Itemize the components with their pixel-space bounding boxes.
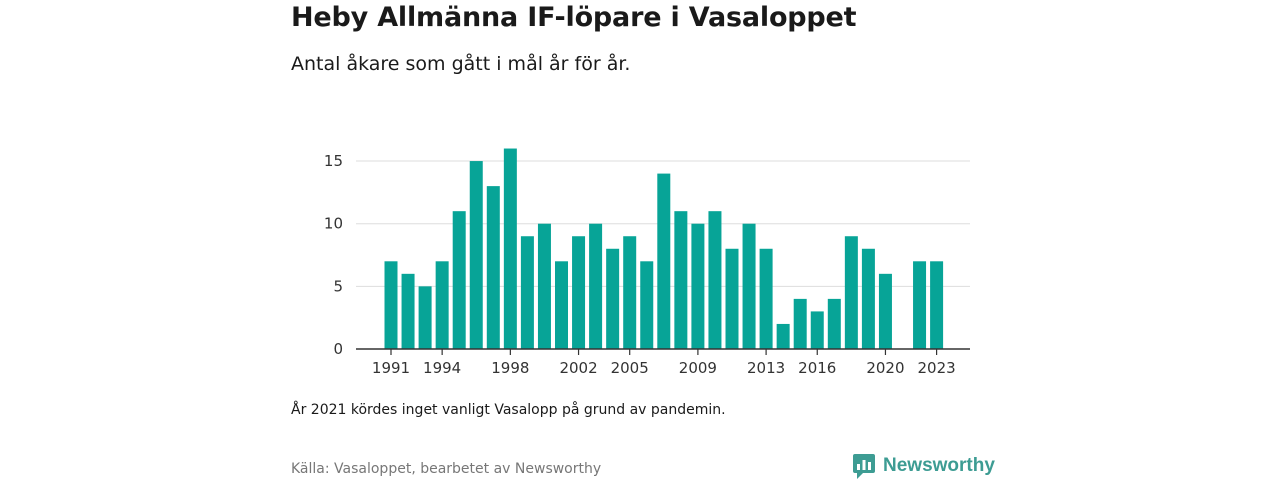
bar-2023 [930,261,944,349]
bars [384,148,944,349]
x-tick-label: 2023 [918,359,956,377]
bar-2003 [589,223,603,349]
source-text: Källa: Vasaloppet, bearbetet av Newswort… [291,461,602,477]
bar-1999 [520,236,534,349]
bar-2011 [725,248,739,349]
bar-2017 [827,298,841,349]
y-tick-label: 15 [324,152,343,170]
bar-1992 [401,273,415,349]
bar-1994 [435,261,449,349]
x-tick-label: 2016 [798,359,836,377]
bar-2014 [776,323,790,349]
bar-1997 [486,186,500,349]
bar-2012 [742,223,756,349]
x-tick-label: 2009 [679,359,717,377]
bar-2020 [878,273,892,349]
bar-2000 [537,223,551,349]
brand-name: Newsworthy [883,455,995,476]
bar-2016 [810,311,824,349]
bar-1993 [418,286,432,349]
bar-2007 [657,173,671,349]
axes: 0 5 10 15 1991 1994 1998 2002 2005 2009 2013 2016 20… [324,152,970,377]
x-tick-label: 2002 [559,359,597,377]
bar-2004 [606,248,620,349]
x-tick-label: 2013 [747,359,785,377]
bar-2009 [691,223,705,349]
bar-2006 [640,261,654,349]
bar-2022 [913,261,927,349]
x-tick-label: 2005 [611,359,649,377]
chart-note: År 2021 kördes inget vanligt Vasalopp på… [291,402,726,418]
bar-2008 [674,211,688,349]
bar-chart: 0 5 10 15 1991 1994 1998 2002 2005 2009 2013 2016 20… [324,148,970,377]
bar-1996 [469,161,483,349]
chart-title: Heby Allmänna IF-löpare i Vasaloppet [291,2,857,33]
bar-2005 [623,236,637,349]
x-tick-label: 2020 [866,359,904,377]
bar-1998 [503,148,517,349]
bar-2018 [844,236,858,349]
bar-2015 [793,298,807,349]
chart-subtitle: Antal åkare som gått i mål år för år. [291,53,631,75]
bar-2013 [759,248,773,349]
bar-1995 [452,211,466,349]
bar-2010 [708,211,722,349]
x-tick-label: 1994 [423,359,461,377]
x-tick-label: 1998 [491,359,529,377]
bar-2001 [555,261,568,349]
bar-2002 [572,236,586,349]
newsworthy-logo-icon [853,454,875,479]
x-tick-label: 1991 [372,359,410,377]
y-tick-label: 0 [333,340,343,358]
bar-2019 [861,248,875,349]
newsworthy-brand: Newsworthy [852,452,995,480]
y-tick-label: 5 [333,277,343,295]
bar-1991 [384,261,398,349]
y-tick-label: 10 [324,215,343,233]
